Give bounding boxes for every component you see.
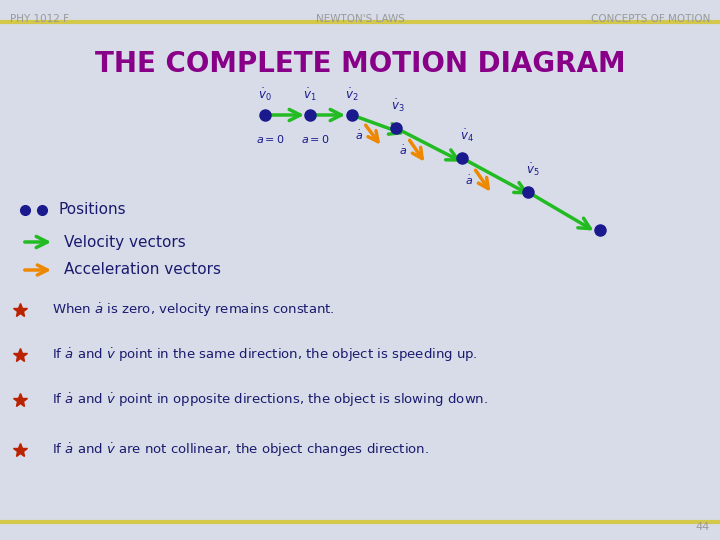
Text: CONCEPTS OF MOTION: CONCEPTS OF MOTION — [590, 14, 710, 24]
Text: If $\dot{a}$ and $\dot{v}$ are not collinear, the object changes direction.: If $\dot{a}$ and $\dot{v}$ are not colli… — [52, 441, 429, 459]
Text: When $\dot{a}$ is zero, velocity remains constant.: When $\dot{a}$ is zero, velocity remains… — [52, 301, 335, 319]
Text: $\dot{v}_3$: $\dot{v}_3$ — [391, 97, 405, 114]
Text: $\dot{v}_2$: $\dot{v}_2$ — [346, 86, 359, 103]
Text: $\dot{a}$: $\dot{a}$ — [465, 174, 473, 187]
Text: $\dot{a}$: $\dot{a}$ — [399, 144, 407, 157]
Text: $\dot{a}$: $\dot{a}$ — [355, 129, 363, 143]
Text: 44: 44 — [696, 522, 710, 532]
Text: $\dot{v}_4$: $\dot{v}_4$ — [460, 127, 474, 144]
Text: If $\dot{a}$ and $\dot{v}$ point in the same direction, the object is speeding u: If $\dot{a}$ and $\dot{v}$ point in the … — [52, 346, 477, 364]
Text: $a=0$: $a=0$ — [301, 133, 329, 145]
Text: If $\dot{a}$ and $\dot{v}$ point in opposite directions, the object is slowing d: If $\dot{a}$ and $\dot{v}$ point in oppo… — [52, 391, 488, 409]
Text: NEWTON'S LAWS: NEWTON'S LAWS — [315, 14, 405, 24]
Text: PHY 1012 F: PHY 1012 F — [10, 14, 69, 24]
Text: Velocity vectors: Velocity vectors — [64, 234, 186, 249]
Text: $\dot{v}_0$: $\dot{v}_0$ — [258, 86, 272, 103]
Text: Acceleration vectors: Acceleration vectors — [64, 262, 221, 278]
Text: Positions: Positions — [58, 202, 125, 218]
Text: $\dot{v}_1$: $\dot{v}_1$ — [303, 86, 317, 103]
Text: $a=0$: $a=0$ — [256, 133, 284, 145]
Text: $\dot{v}_5$: $\dot{v}_5$ — [526, 161, 540, 178]
Text: THE COMPLETE MOTION DIAGRAM: THE COMPLETE MOTION DIAGRAM — [95, 50, 625, 78]
